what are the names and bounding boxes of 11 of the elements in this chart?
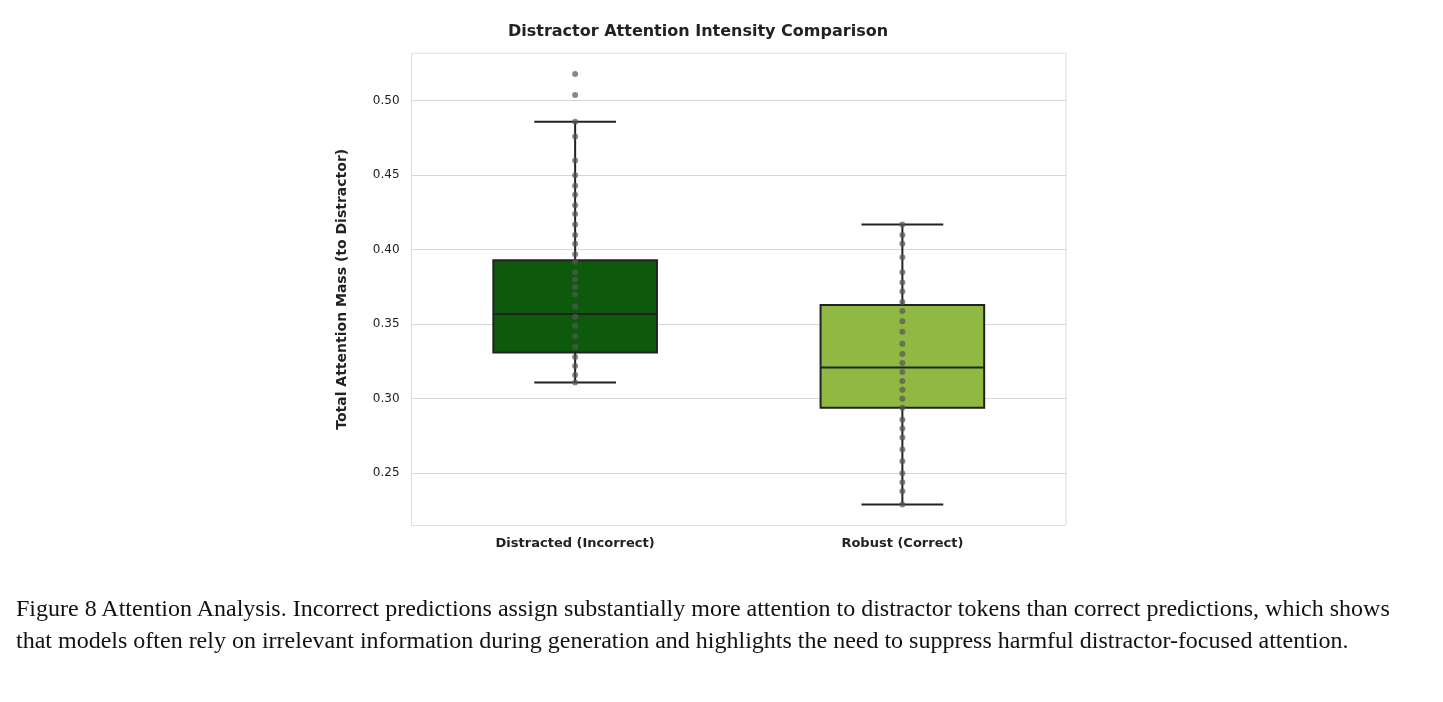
y-tick-label: 0.30 [372, 390, 400, 405]
y-tick-label: 0.40 [372, 241, 400, 256]
y-tick-label: 0.35 [372, 316, 400, 331]
chart-title: Distractor Attention Intensity Comparison [507, 20, 889, 40]
x-tick-label: Robust (Correct) [841, 534, 964, 550]
y-tick-label: 0.50 [372, 92, 400, 107]
y-tick-label: 0.25 [372, 465, 400, 480]
caption: Figure 8 Attention Analysis. Incorrect predictions assign substantially more attention to distractor tokens than correct predictions, which shows that models often rely on irrelevant information during generation and highlights the need to suppress harmful distractor-focused attention. [16, 594, 1391, 655]
y-tick-label: 0.45 [372, 167, 400, 182]
y-axis-title: Total Attention Mass (to Distractor) [333, 148, 350, 430]
x-tick-label: Distracted (Incorrect) [495, 534, 655, 550]
